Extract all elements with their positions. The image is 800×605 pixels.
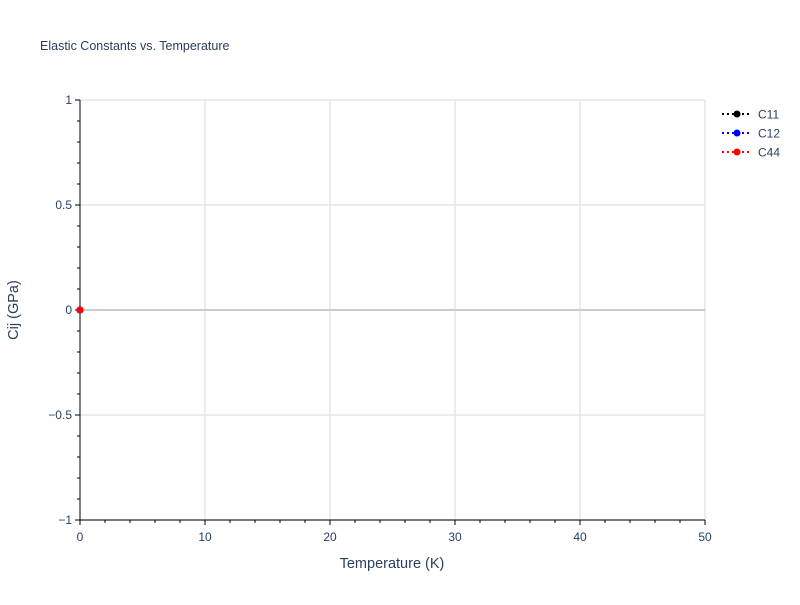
x-tick-label: 40 xyxy=(573,530,587,544)
legend-label-C44: C44 xyxy=(758,146,780,160)
y-tick-label: −0.5 xyxy=(48,408,72,422)
legend-marker-C11 xyxy=(733,110,741,118)
y-tick-label: 0 xyxy=(65,303,72,317)
legend-marker-C44 xyxy=(733,148,741,156)
x-tick-label: 0 xyxy=(77,530,84,544)
x-tick-label: 30 xyxy=(448,530,462,544)
x-axis-label: Temperature (K) xyxy=(340,556,445,572)
legend-marker-C12 xyxy=(733,129,741,137)
y-tick-label: 0.5 xyxy=(55,198,72,212)
legend-label-C12: C12 xyxy=(758,127,780,141)
x-tick-label: 10 xyxy=(198,530,212,544)
chart-title: Elastic Constants vs. Temperature xyxy=(40,39,229,53)
legend-label-C11: C11 xyxy=(758,108,779,122)
y-axis-label: Cij (GPa) xyxy=(6,280,22,340)
x-tick-label: 20 xyxy=(323,530,337,544)
y-tick-label: 1 xyxy=(65,93,72,107)
x-tick-label: 50 xyxy=(698,530,712,544)
y-tick-label: −1 xyxy=(58,513,72,527)
data-point-C44 xyxy=(76,306,84,314)
